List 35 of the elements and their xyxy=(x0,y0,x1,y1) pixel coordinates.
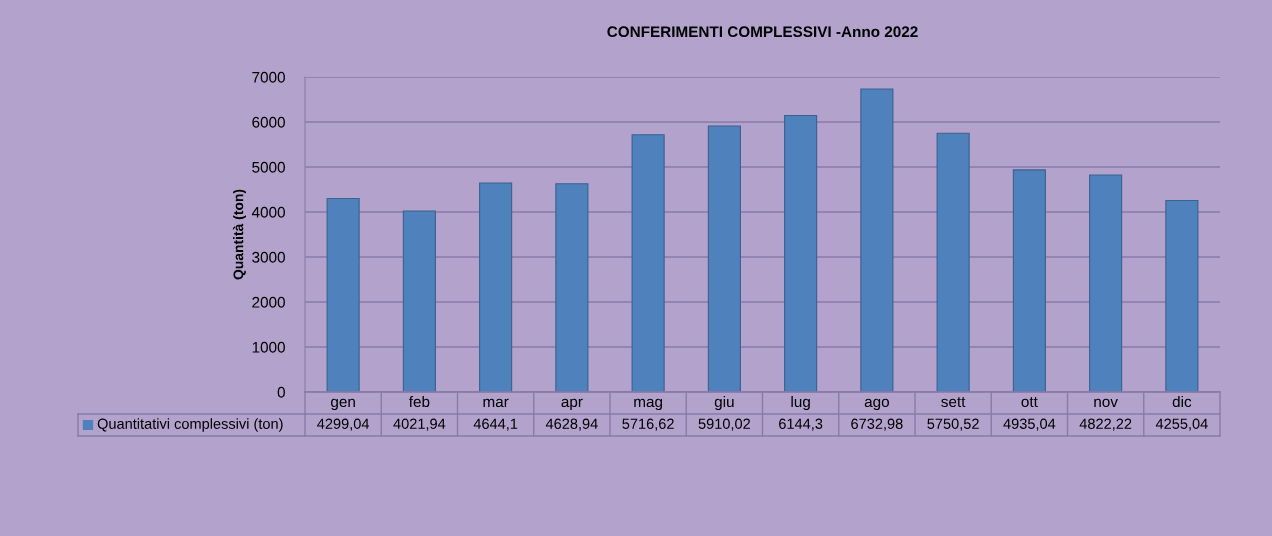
y-tick-label: 1000 xyxy=(252,341,285,353)
data-label: 6732,98 xyxy=(851,418,903,431)
x-tick-label: apr xyxy=(561,398,583,411)
x-tick-label: ago xyxy=(864,398,889,411)
x-tick-label: ott xyxy=(1021,397,1038,408)
x-tick-label: dic xyxy=(1172,395,1192,408)
x-tick-label: sett xyxy=(941,397,966,408)
data-label: 6144,3 xyxy=(779,418,823,431)
data-label: 4935,04 xyxy=(1003,418,1056,431)
y-tick-label: 3000 xyxy=(252,251,285,263)
data-label: 4822,22 xyxy=(1079,418,1132,431)
y-axis-title: Quantità (ton) xyxy=(232,189,247,280)
x-tick-label: gen xyxy=(331,398,355,411)
x-tick-label: giu xyxy=(714,395,734,411)
y-tick-label: 4000 xyxy=(251,206,285,218)
x-tick-label: mar xyxy=(483,398,509,408)
data-label: 4255,04 xyxy=(1155,418,1208,431)
x-tick-label: feb xyxy=(408,395,430,408)
data-label: 5716,62 xyxy=(622,418,674,431)
data-label: 4628,94 xyxy=(545,418,598,431)
data-label: 4021,94 xyxy=(393,418,446,431)
y-tick-label: 7000 xyxy=(252,71,285,83)
data-label: 4644,1 xyxy=(473,418,518,431)
data-label: 4299,04 xyxy=(317,418,370,431)
y-tick-label: 2000 xyxy=(252,296,285,308)
x-tick-label: nov xyxy=(1094,398,1118,408)
y-tick-label: 5000 xyxy=(252,161,285,173)
y-tick-label: 6000 xyxy=(252,116,285,128)
x-tick-label: lug xyxy=(791,395,810,411)
data-label: 5750,52 xyxy=(927,418,979,431)
legend-label: Quantitativi complessivi (ton) xyxy=(97,418,283,432)
chart-title: CONFERIMENTI COMPLESSIVI -Anno 2022 xyxy=(607,26,918,38)
x-tick-label: mag xyxy=(634,398,662,411)
y-tick-label: 0 xyxy=(277,386,285,398)
data-label: 5910,02 xyxy=(698,418,750,431)
